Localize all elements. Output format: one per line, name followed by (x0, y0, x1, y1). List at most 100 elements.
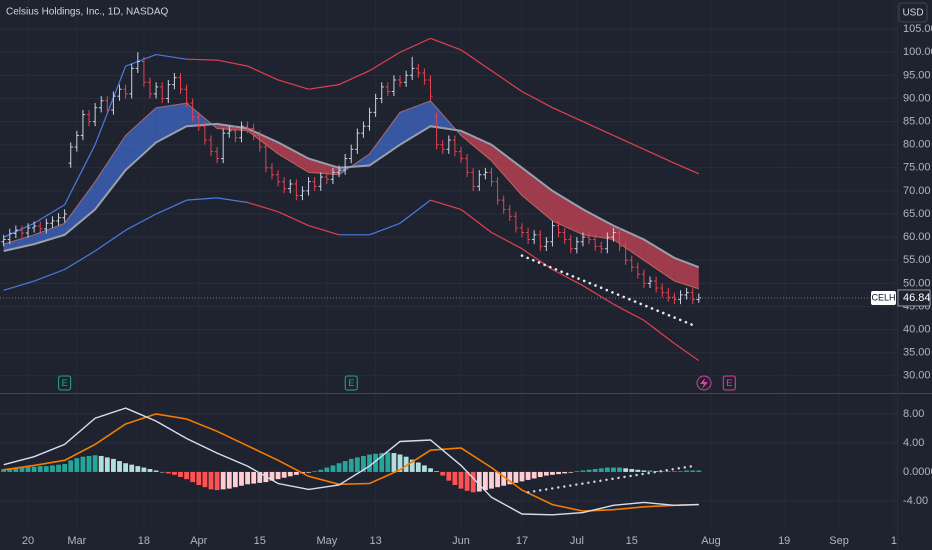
histogram-bar (13, 467, 19, 472)
band-upper (216, 59, 248, 67)
histogram-bar (537, 471, 543, 478)
currency-label[interactable]: USD (902, 8, 923, 19)
histogram-bar (153, 470, 159, 472)
histogram-bar (519, 471, 525, 482)
ribbon-fill (308, 158, 339, 175)
histogram-bar (629, 469, 635, 472)
histogram-bar (239, 471, 244, 486)
histogram-bar (531, 471, 537, 479)
x-tick-label: Jun (452, 535, 470, 547)
ribbon-fill (613, 225, 644, 261)
band-upper (3, 222, 35, 238)
histogram-bar (251, 471, 257, 484)
symbol-box (871, 290, 896, 305)
event-label: E (348, 378, 354, 388)
histogram-bar (232, 471, 238, 488)
histogram-bar (312, 471, 318, 472)
x-tick-label: Aug (701, 535, 721, 547)
histogram-bar (111, 458, 116, 472)
histogram-bar (409, 459, 415, 472)
band-lower (216, 197, 248, 204)
histogram-bar (43, 466, 49, 472)
band-lower (247, 201, 279, 213)
event-box (58, 375, 72, 391)
band-lower (277, 211, 309, 227)
histogram-bar (647, 470, 653, 472)
last-value-label: 46.84 (903, 292, 931, 304)
histogram-bar (476, 471, 482, 492)
ribbon-fill (643, 239, 675, 282)
histogram-bar (159, 471, 165, 473)
macd-line (3, 407, 699, 516)
y-tick-label: 70.00 (903, 185, 931, 197)
band-upper (338, 70, 370, 86)
ribbon-fill (583, 209, 614, 240)
ribbon-slow-line (3, 122, 700, 269)
histogram-bar (104, 457, 110, 472)
x-tick-label: 19 (778, 535, 790, 547)
histogram-bar (684, 470, 690, 472)
histogram-bar (452, 471, 458, 485)
histogram-bar (123, 463, 129, 472)
histogram-bar (690, 470, 696, 472)
histogram-bar (220, 471, 226, 490)
band-lower (430, 199, 462, 210)
icon-bolt[interactable] (700, 378, 708, 389)
histogram-bar (80, 456, 86, 472)
currency-button[interactable]: USD (898, 2, 928, 23)
band-upper (399, 37, 431, 53)
band-lower (399, 199, 431, 224)
band-lower (186, 197, 218, 201)
band-lower (460, 208, 492, 233)
x-tick-label: 20 (22, 535, 34, 547)
icon-ring[interactable] (696, 375, 712, 391)
histogram-bar (598, 468, 604, 472)
band-upper (552, 107, 584, 123)
band-lower (674, 342, 700, 362)
histogram-bar (306, 471, 311, 473)
x-tick-label: 1 (891, 535, 897, 547)
histogram-bar (74, 458, 80, 472)
band-lower (521, 248, 553, 270)
band-lower (643, 319, 675, 344)
histogram-bar (403, 456, 409, 472)
histogram-bar (653, 471, 659, 472)
histogram-bar (1, 469, 7, 472)
dividend-icon[interactable] (696, 375, 712, 391)
y-tick-label: 8.00 (903, 408, 924, 420)
histogram-bar (129, 464, 135, 472)
ribbon-fill (278, 142, 309, 173)
y-tick-label: 75.00 (903, 162, 931, 174)
x-tick-label: 17 (516, 535, 528, 547)
currency-box[interactable] (898, 2, 928, 23)
band-lower (125, 213, 157, 231)
band-lower (308, 225, 340, 236)
band-upper (674, 162, 700, 175)
histogram-bar (318, 469, 324, 472)
histogram-bar (336, 463, 342, 472)
histogram-bar (342, 461, 348, 472)
y-tick-label: 65.00 (903, 208, 931, 220)
event-box (722, 375, 736, 391)
histogram-bar (428, 468, 433, 472)
histogram-bar (379, 453, 385, 472)
histogram-bar (62, 463, 68, 472)
event-label: E (62, 378, 68, 388)
histogram-bar (507, 471, 513, 485)
x-tick-label: 13 (370, 535, 382, 547)
band-lower (33, 268, 65, 282)
histogram-bar (141, 467, 147, 472)
histogram-bar (574, 471, 580, 472)
histogram-bar (446, 471, 452, 481)
histogram-bar (245, 471, 250, 485)
ribbon-fill (3, 234, 35, 251)
ribbon-fill (461, 130, 492, 161)
histogram-bar (37, 466, 43, 472)
histogram-bar (202, 471, 208, 488)
histogram-bar (19, 467, 25, 472)
histogram-bar (623, 468, 629, 472)
y-tick-label: 4.00 (903, 437, 924, 449)
band-lower (582, 285, 614, 305)
